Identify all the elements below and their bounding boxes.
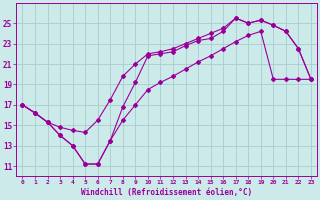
X-axis label: Windchill (Refroidissement éolien,°C): Windchill (Refroidissement éolien,°C) xyxy=(81,188,252,197)
